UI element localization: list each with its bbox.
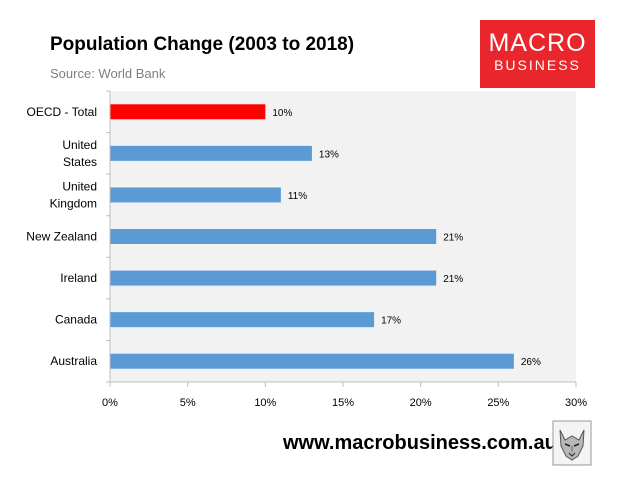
bar [110,104,266,120]
bars: 10% 13% 11% 21% 21% 17% 26% [110,104,541,369]
chart-title: Population Change (2003 to 2018) [50,34,355,55]
data-label: 21% [443,233,463,244]
category-labels: OECD - Total United States United Kingdom New… [26,105,97,368]
bar [110,187,281,203]
chart-subtitle: Source: World Bank [50,66,166,81]
macrobusiness-logo: MACRO BUSINESS [480,20,595,88]
x-tick-label: 10% [254,397,276,409]
bar [110,353,514,369]
category-label: OECD - Total [27,105,97,119]
data-label: 10% [272,108,292,119]
bar [110,145,312,161]
data-label: 26% [521,357,541,368]
logo-line-macro: MACRO [488,29,587,57]
data-label: 13% [319,149,339,160]
website-url: www.macrobusiness.com.au [283,432,557,454]
bar [110,229,437,244]
category-label: United [62,138,97,152]
category-label: Australia [50,354,97,368]
bar [110,270,437,286]
data-label: 21% [443,274,463,285]
logo-line-business: BUSINESS [494,57,581,73]
x-tick-label: 0% [102,397,118,409]
data-label: 11% [288,191,307,202]
data-label: 17% [381,316,401,327]
x-tick-label: 15% [332,397,354,409]
bar [110,312,375,328]
category-label: Ireland [60,271,97,285]
category-label: New Zealand [26,230,97,244]
category-label: Canada [55,313,97,327]
x-axis: 0% 5% 10% 15% 20% 25% 30% [102,90,587,409]
x-tick-label: 20% [410,397,432,409]
x-tick-label: 25% [487,397,509,409]
category-label: States [63,155,97,169]
wolf-icon [552,420,592,466]
x-tick-label: 30% [565,397,587,409]
x-tick-label: 5% [180,397,196,409]
category-label: Kingdom [50,196,97,210]
category-label: United [62,179,97,193]
